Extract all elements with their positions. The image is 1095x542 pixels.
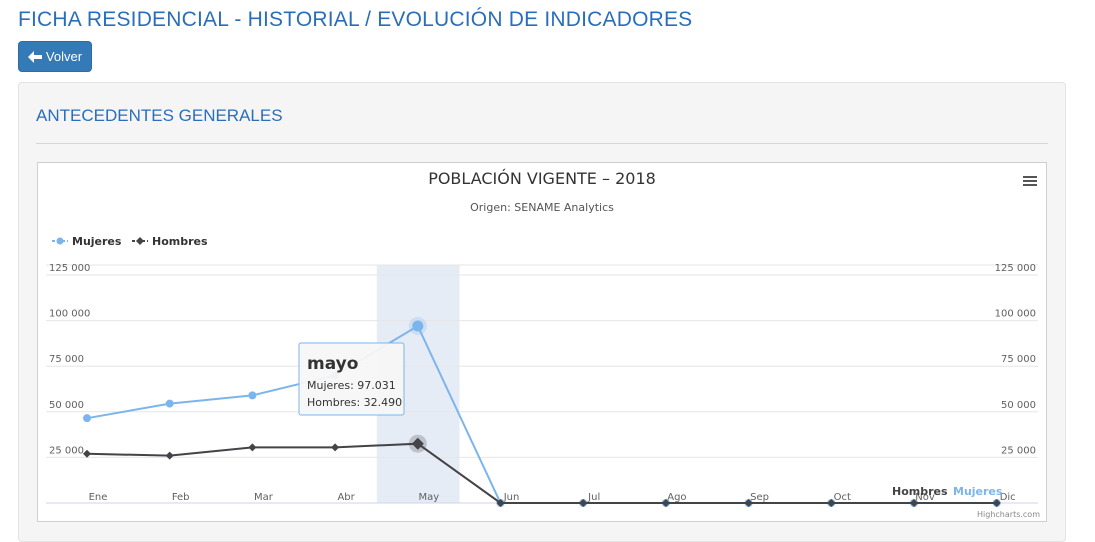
series-end-label-mujeres: Mujeres	[953, 485, 1003, 498]
x-tick-label: Nov	[915, 492, 935, 503]
data-point-hombres[interactable]	[744, 499, 753, 507]
y-tick-label-left: 25 000	[49, 445, 84, 456]
data-point-mujeres[interactable]	[412, 320, 424, 332]
y-tick-label-right: 25 000	[1001, 445, 1036, 456]
x-tick-label: Ago	[667, 492, 686, 503]
x-tick-label: Oct	[834, 492, 851, 503]
population-chart: 125 000 100 000 75 000 50 000 25 000 125 000…	[46, 169, 1040, 519]
data-point-hombres[interactable]	[827, 499, 836, 507]
legend-marker	[136, 237, 144, 245]
section-divider	[36, 143, 1048, 144]
x-tick-label: May	[418, 492, 439, 503]
back-button[interactable]: Volver	[18, 41, 92, 72]
series-line-mujeres	[86, 324, 997, 504]
y-tick-label-left: 125 000	[49, 263, 90, 274]
data-point-mujeres[interactable]	[165, 399, 174, 408]
data-point-hombres[interactable]	[331, 443, 340, 452]
data-point-hombres[interactable]	[411, 437, 424, 450]
data-point-hombres[interactable]	[910, 499, 918, 507]
arrow-left-icon	[27, 50, 42, 63]
data-point-mujeres[interactable]	[248, 391, 257, 400]
data-point-mujeres[interactable]	[83, 414, 91, 423]
tooltip-box	[298, 342, 405, 416]
page-title: FICHA RESIDENCIAL - HISTORIAL / EVOLUCIÓ…	[18, 8, 693, 31]
x-tick-label: Abr	[337, 492, 355, 503]
x-tick-label: Dic	[1000, 492, 1016, 503]
y-tick-label-right: 50 000	[1001, 400, 1036, 411]
y-tick-label-left: 50 000	[49, 400, 84, 411]
data-point-hombres[interactable]	[165, 451, 174, 460]
data-point-hombres[interactable]	[992, 499, 1001, 507]
y-tick-label-right: 100 000	[995, 309, 1036, 320]
tooltip-line: Hombres: 32.490	[307, 396, 402, 409]
y-tick-label-right: 125 000	[995, 263, 1036, 274]
legend-item-mujeres[interactable]: Mujeres	[52, 235, 122, 248]
x-tick-label: Feb	[172, 492, 190, 503]
series-end-label-hombres: Hombres	[892, 485, 948, 498]
chart-subtitle: Origen: SENAME Analytics	[470, 201, 614, 214]
x-tick-label: Sep	[750, 492, 769, 503]
chart-title: POBLACIÓN VIGENTE – 2018	[428, 169, 656, 188]
legend-label: Mujeres	[72, 235, 122, 248]
chart-menu-icon[interactable]	[1023, 176, 1037, 186]
x-tick-label: Ene	[89, 492, 108, 503]
legend-label: Hombres	[152, 235, 208, 248]
x-tick-label: Jul	[587, 492, 600, 503]
data-point-hombres[interactable]	[496, 499, 505, 507]
section-title: ANTECEDENTES GENERALES	[36, 106, 283, 125]
back-button-label: Volver	[45, 49, 83, 64]
tooltip-title: mayo	[307, 354, 358, 374]
data-point-hombres[interactable]	[248, 443, 257, 452]
series-line-hombres	[86, 442, 997, 504]
data-point-hombres[interactable]	[661, 499, 670, 507]
chart-credits[interactable]: Highcharts.com	[977, 510, 1040, 519]
data-point-hombres[interactable]	[83, 449, 91, 458]
y-tick-label-left: 100 000	[49, 309, 90, 320]
legend-marker	[56, 237, 64, 245]
legend-item-hombres[interactable]: Hombres	[132, 235, 208, 248]
y-tick-label-right: 75 000	[1001, 354, 1036, 365]
chart-tooltip: mayo Mujeres: 97.031 Hombres: 32.490	[298, 342, 405, 416]
x-tick-label: Jun	[503, 492, 520, 503]
chart-container	[37, 162, 1047, 522]
tooltip-line: Mujeres: 97.031	[307, 379, 396, 392]
y-tick-label-left: 75 000	[49, 354, 84, 365]
data-point-hombres[interactable]	[579, 499, 588, 507]
x-tick-label: Mar	[254, 492, 274, 503]
